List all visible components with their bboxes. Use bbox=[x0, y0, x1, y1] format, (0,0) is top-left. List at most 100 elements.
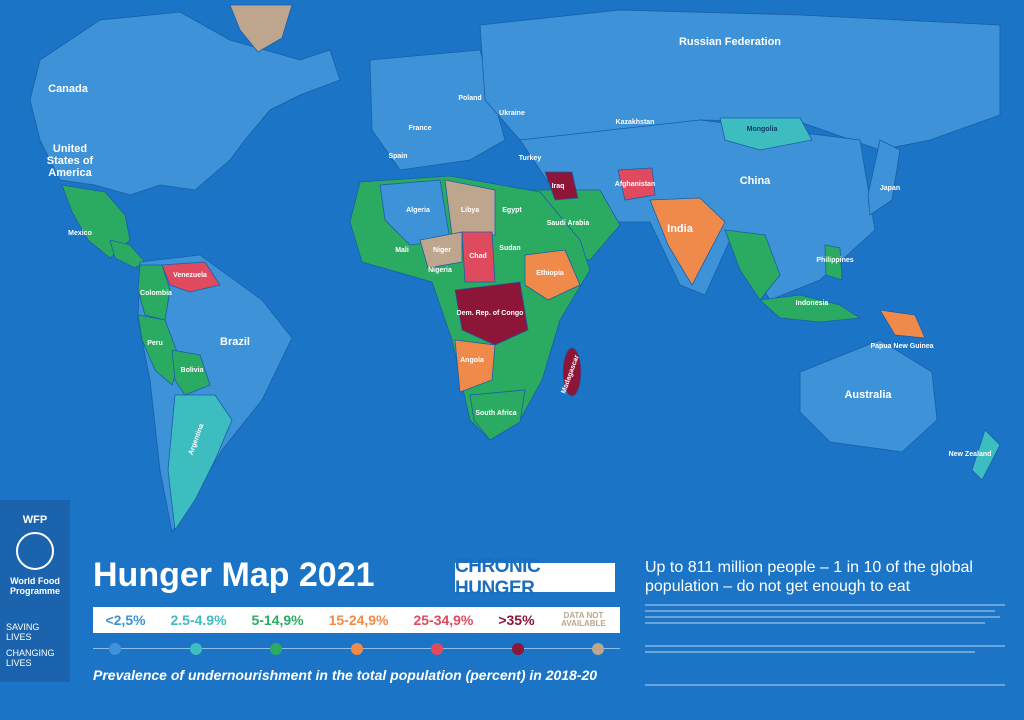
country-label: America bbox=[48, 167, 92, 179]
map-key-line bbox=[645, 684, 1005, 686]
legend-dot bbox=[109, 643, 121, 655]
legend: <2,5% 2.5-4.9% 5-14,9% 15-24,9% 25-34,9% >35%… bbox=[93, 607, 620, 633]
country-label: China bbox=[740, 175, 771, 187]
country-label: Sudan bbox=[499, 245, 520, 252]
country-label: Egypt bbox=[502, 207, 522, 214]
legend-dot bbox=[592, 643, 604, 655]
legend-dot bbox=[431, 643, 443, 655]
country-label: Libya bbox=[461, 207, 479, 214]
legend-item: >35% bbox=[498, 612, 535, 628]
png bbox=[879, 309, 926, 339]
country-label: Algeria bbox=[406, 207, 430, 214]
country-label: Poland bbox=[458, 95, 481, 102]
country-label: France bbox=[409, 125, 432, 132]
bolivia bbox=[171, 349, 211, 396]
legend-dots bbox=[93, 641, 620, 657]
country-label: Kazakhstan bbox=[616, 119, 655, 126]
wfp-logo: WFP World Food Programme SAVING LIVES CH… bbox=[0, 500, 70, 682]
country-label: Iraq bbox=[552, 183, 565, 190]
country-label: Japan bbox=[880, 185, 900, 192]
country-label: Venezuela bbox=[173, 272, 207, 279]
southeast-asia bbox=[724, 229, 781, 301]
logo-motto: SAVING LIVES bbox=[6, 622, 40, 642]
country-label: Mali bbox=[395, 247, 409, 254]
afghanistan bbox=[617, 167, 656, 201]
ethiopia bbox=[524, 249, 581, 301]
country-label: Angola bbox=[460, 357, 484, 364]
country-label: Indonesia bbox=[796, 300, 829, 307]
south-africa bbox=[469, 389, 526, 441]
legend-item: 5-14,9% bbox=[251, 612, 304, 628]
fine-print bbox=[645, 651, 975, 653]
country-label: Canada bbox=[48, 83, 89, 95]
philippines bbox=[824, 244, 843, 281]
country-label: South Africa bbox=[475, 410, 516, 417]
north-america bbox=[29, 11, 341, 196]
logo-name: World Food Programme bbox=[9, 576, 61, 596]
country-label: States of bbox=[47, 155, 94, 167]
drc bbox=[454, 281, 529, 346]
badge: CHRONIC HUNGER bbox=[455, 556, 615, 599]
legend-item: 2.5-4.9% bbox=[170, 612, 227, 628]
madagascar bbox=[562, 347, 582, 397]
legend-item: 15-24,9% bbox=[328, 612, 389, 628]
caption: Prevalence of undernourishment in the to… bbox=[93, 667, 598, 683]
fine-print bbox=[645, 610, 995, 612]
country-label: Dem. Rep. of Congo bbox=[457, 310, 524, 317]
country-label: Chad bbox=[469, 253, 487, 260]
logo-motto: CHANGING LIVES bbox=[6, 648, 55, 668]
fine-print bbox=[645, 616, 1000, 618]
indonesia bbox=[759, 294, 862, 323]
country-label: Turkey bbox=[519, 155, 542, 162]
legend-dot bbox=[350, 643, 363, 655]
argentina bbox=[167, 394, 233, 532]
country-label: Colombia bbox=[140, 290, 172, 297]
legend-item: DATA NOT AVAILABLE bbox=[561, 611, 606, 628]
country-label: Bolivia bbox=[181, 367, 204, 374]
new-zealand bbox=[971, 429, 1001, 481]
fine-print bbox=[645, 622, 985, 624]
country-label: Mexico bbox=[68, 230, 92, 237]
map-title: Hunger Map 2021 bbox=[93, 556, 375, 594]
country-label: Philippines bbox=[816, 257, 853, 264]
logo-emblem bbox=[16, 532, 54, 570]
legend-dot bbox=[189, 643, 202, 655]
peru bbox=[137, 314, 181, 386]
india bbox=[649, 197, 726, 286]
country-label: Papua New Guinea bbox=[870, 343, 933, 350]
legend-item: <2,5% bbox=[105, 612, 146, 628]
country-label: Mongolia bbox=[747, 126, 778, 133]
chad bbox=[461, 231, 496, 283]
legend-dot bbox=[511, 643, 524, 655]
libya bbox=[444, 179, 496, 236]
country-label: Australia bbox=[844, 389, 892, 401]
fine-print bbox=[645, 645, 1005, 647]
fine-print bbox=[645, 604, 1005, 606]
mongolia bbox=[719, 117, 813, 151]
niger bbox=[419, 231, 463, 269]
country-label: Niger bbox=[433, 247, 451, 254]
country-label: Brazil bbox=[220, 336, 250, 348]
australia bbox=[799, 339, 938, 453]
country-label: Spain bbox=[388, 153, 407, 160]
country-label: Saudi Arabia bbox=[547, 220, 590, 227]
legend-dot bbox=[270, 643, 282, 655]
japan bbox=[867, 139, 901, 216]
country-label: Ethiopia bbox=[536, 270, 564, 277]
country-label: United bbox=[53, 143, 87, 155]
legend-item: 25-34,9% bbox=[413, 612, 474, 628]
country-label: Ukraine bbox=[499, 110, 525, 117]
greenland bbox=[229, 4, 293, 53]
iraq bbox=[544, 171, 579, 201]
country-label: Russian Federation bbox=[679, 36, 781, 48]
country-label: New Zealand bbox=[949, 451, 992, 458]
country-label: India bbox=[667, 223, 694, 235]
europe bbox=[369, 49, 506, 171]
country-label: Afghanistan bbox=[615, 181, 655, 188]
logo-acronym: WFP bbox=[22, 514, 48, 526]
headline: Up to 811 million people – 1 in 10 of th… bbox=[645, 559, 973, 595]
country-label: Peru bbox=[147, 340, 163, 347]
venezuela bbox=[161, 261, 221, 293]
